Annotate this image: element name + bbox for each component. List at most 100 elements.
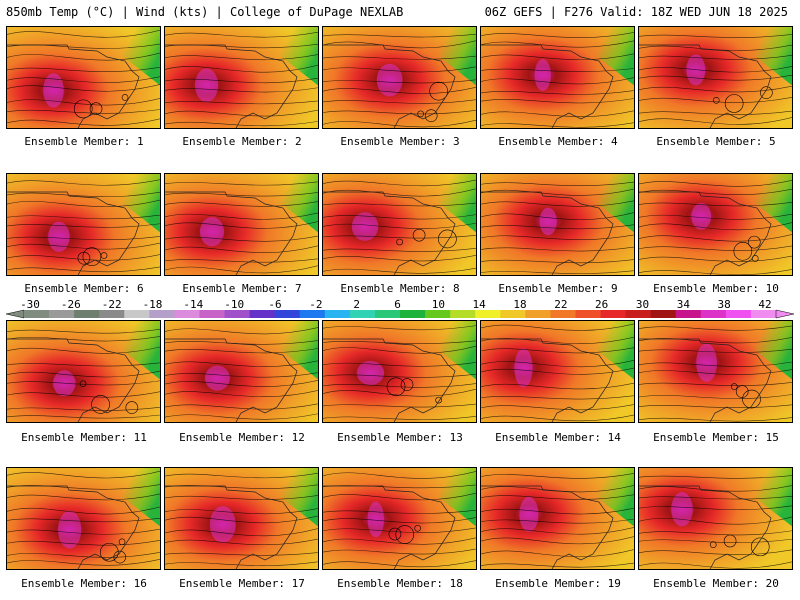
coastline-border (323, 338, 456, 422)
colorbar-tick-label: 2 (353, 298, 360, 311)
ensemble-member-label: Ensemble Member: 6 (24, 282, 144, 295)
closed-contour (735, 385, 749, 398)
coastline-border (165, 338, 298, 422)
heat-core (671, 492, 693, 527)
wind-contour-line (7, 266, 160, 273)
wind-contour-line (165, 508, 318, 515)
wind-contour-line (165, 552, 318, 556)
wind-contour-line (323, 415, 476, 420)
wind-contour-line (165, 372, 318, 378)
wind-contour-line (165, 472, 318, 479)
colorbar-swatch (425, 310, 451, 318)
wind-contour-line (165, 389, 318, 398)
colorbar-tick-label: 34 (676, 298, 690, 311)
colorbar-swatch (149, 310, 175, 318)
wind-contour-line (165, 235, 318, 242)
coastline-border (165, 485, 298, 569)
wind-contour-line (323, 527, 476, 533)
coastline-border (481, 44, 614, 128)
colorbar-swatch (99, 310, 125, 318)
wind-contour-line (639, 96, 792, 103)
coastline-border (323, 191, 456, 275)
wind-contour-line (323, 388, 476, 397)
wind-contour-line (7, 493, 160, 501)
ensemble-member-map (322, 320, 477, 423)
cool-air-region (77, 27, 160, 86)
wind-contour-line (323, 247, 476, 252)
wind-contour-line (7, 328, 160, 334)
wind-contour-line (323, 33, 476, 38)
colorbar-swatch (49, 310, 75, 318)
closed-contour (742, 389, 761, 409)
closed-contour (414, 524, 421, 532)
wind-contour-line (639, 495, 792, 500)
ensemble-member-label: Ensemble Member: 5 (656, 135, 776, 148)
wind-contour-line (481, 536, 634, 545)
wind-contour-line (639, 201, 792, 207)
wind-contour-line (481, 382, 634, 390)
wind-contour-line (165, 413, 318, 420)
wind-contour-line (7, 52, 160, 61)
colorbar-tick-label: -10 (224, 298, 245, 311)
ensemble-member-map (638, 320, 793, 423)
closed-contour (73, 99, 93, 119)
wind-contour-line (639, 538, 792, 543)
wind-contour-line (165, 561, 318, 566)
wind-contour-line (323, 345, 476, 354)
colorbar-tick-label: -2 (309, 298, 323, 311)
closed-contour (395, 525, 415, 544)
wind-contour-line (481, 259, 634, 264)
wind-contour-line (481, 212, 634, 220)
cool-air-region (709, 468, 792, 527)
wind-contour-line (481, 98, 634, 104)
ensemble-member-label: Ensemble Member: 11 (21, 431, 147, 444)
wind-contour-line (323, 560, 476, 568)
ensemble-member-map (164, 467, 319, 570)
wind-contour-line (7, 362, 160, 367)
colorbar-tick-label: -22 (101, 298, 122, 311)
wind-contour-line (639, 245, 792, 251)
ensemble-member-label: Ensemble Member: 10 (653, 282, 779, 295)
wind-contour-line (323, 509, 476, 514)
wind-contour-line (639, 110, 792, 115)
colorbar-swatch (324, 310, 351, 318)
ensemble-member-map (6, 320, 161, 423)
wind-contour-line (7, 470, 160, 479)
wind-contour-line (323, 40, 476, 49)
wind-contour-line (323, 340, 476, 344)
wind-contour-line (165, 212, 318, 220)
closed-contour (118, 538, 126, 546)
colorbar-swatch (224, 310, 251, 318)
wind-contour-line (7, 406, 160, 411)
heat-core (199, 216, 225, 247)
ensemble-member-map (164, 26, 319, 129)
wind-contour-line (481, 32, 634, 38)
wind-contour-line (7, 528, 160, 535)
wind-contour-line (481, 526, 634, 535)
closed-contour (417, 110, 424, 118)
closed-contour (388, 527, 402, 541)
ensemble-member-map (6, 173, 161, 276)
colorbar-tick-label: -14 (183, 298, 204, 311)
wind-contour-line (639, 561, 792, 569)
heat-core (356, 360, 385, 386)
closed-contour (424, 109, 438, 122)
closed-contour (733, 241, 753, 261)
ensemble-member-label: Ensemble Member: 17 (179, 577, 305, 590)
ensemble-member-label: Ensemble Member: 20 (653, 577, 779, 590)
wind-contour-line (165, 201, 318, 207)
colorbar-tick-label: 10 (431, 298, 445, 311)
wind-contour-line (639, 325, 792, 331)
wind-contour-line (7, 118, 160, 126)
wind-contour-line (481, 367, 634, 375)
wind-contour-line (481, 347, 634, 354)
colorbar-swatch (274, 310, 301, 318)
wind-contour-line (7, 370, 160, 378)
wind-contour-line (481, 507, 634, 515)
wind-contour-line (639, 549, 792, 555)
wind-contour-line (323, 403, 476, 408)
wind-contour-line (639, 213, 792, 220)
wind-contour-line (639, 404, 792, 409)
wind-contour-line (481, 359, 634, 368)
coastline-border (639, 44, 772, 128)
